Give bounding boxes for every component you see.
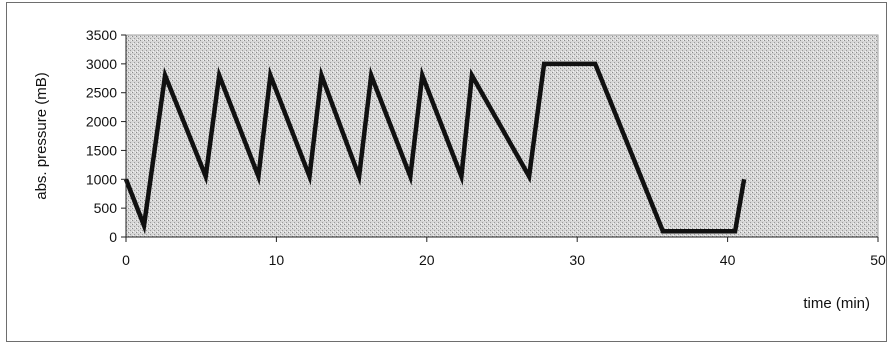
y-tick-label: 3500 bbox=[86, 27, 117, 43]
x-tick-label: 20 bbox=[419, 252, 435, 268]
y-tick-label: 500 bbox=[94, 200, 118, 216]
y-tick-label: 1000 bbox=[86, 171, 117, 187]
y-tick-label: 2500 bbox=[86, 85, 117, 101]
x-tick-label: 50 bbox=[870, 252, 886, 268]
x-tick-label: 30 bbox=[569, 252, 585, 268]
series-line-0 bbox=[123, 61, 747, 235]
y-tick-label: 2000 bbox=[86, 114, 117, 130]
plot-area bbox=[125, 34, 879, 238]
x-tick-label: 0 bbox=[122, 252, 130, 268]
y-tick-label: 3000 bbox=[86, 56, 117, 72]
x-axis-title: time (min) bbox=[803, 295, 870, 312]
y-tick-label: 1500 bbox=[86, 142, 117, 158]
y-tick-label: 0 bbox=[109, 229, 117, 245]
y-axis-title: abs. pressure (mB) bbox=[33, 72, 50, 200]
x-tick-label: 40 bbox=[720, 252, 736, 268]
x-tick-label: 10 bbox=[269, 252, 285, 268]
